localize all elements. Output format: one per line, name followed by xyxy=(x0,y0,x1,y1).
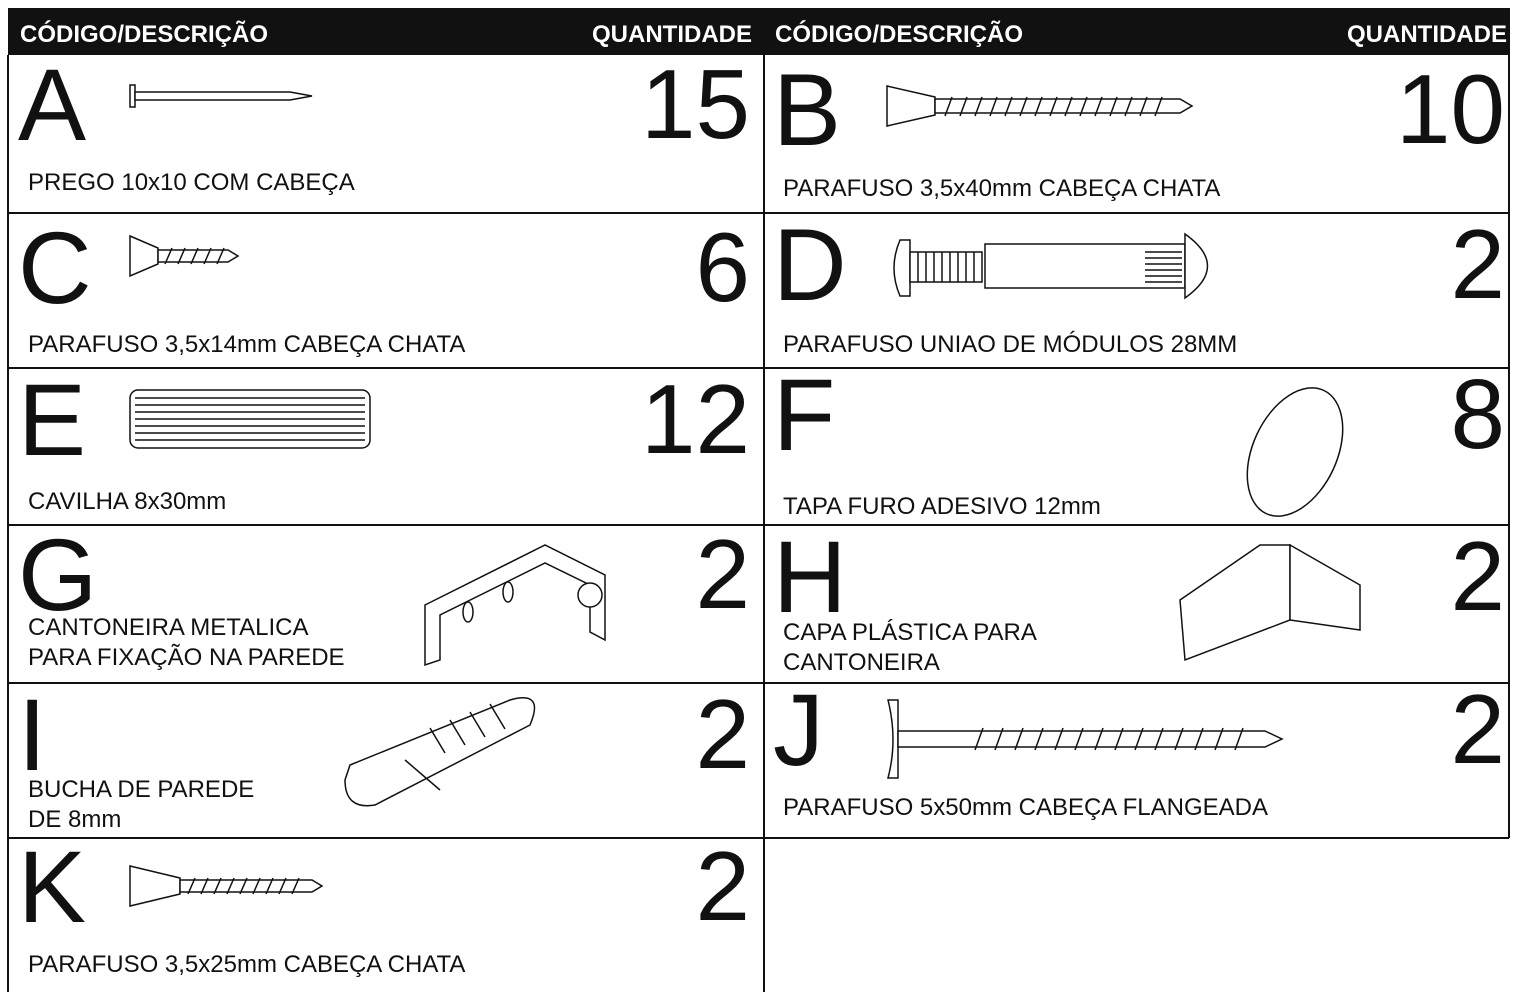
item-quantity: 2 xyxy=(695,679,750,789)
item-description: TAPA FURO ADESIVO 12mm xyxy=(783,493,1101,520)
item-description: BUCHA DE PAREDE xyxy=(28,776,254,803)
item-code: B xyxy=(773,53,841,167)
item-quantity: 6 xyxy=(695,212,750,322)
item-quantity: 2 xyxy=(695,519,750,629)
item-code: C xyxy=(18,211,92,325)
icon-screw-k xyxy=(129,865,324,907)
item-quantity: 10 xyxy=(1396,54,1505,164)
item-description: DE 8mm xyxy=(28,806,121,833)
item-quantity: 15 xyxy=(641,49,750,159)
item-quantity: 2 xyxy=(1450,521,1505,631)
icon-union-bolt xyxy=(893,232,1209,300)
item-description: PARAFUSO UNIAO DE MÓDULOS 28MM xyxy=(783,331,1237,358)
item-description: CAVILHA 8x30mm xyxy=(28,488,226,515)
column-header: QUANTIDADE xyxy=(592,21,752,48)
item-code: F xyxy=(773,358,835,472)
item-code: H xyxy=(773,520,847,634)
item-description: PARAFUSO 3,5x14mm CABEÇA CHATA xyxy=(28,331,465,358)
item-code: J xyxy=(773,673,824,787)
icon-screw-c xyxy=(129,234,240,278)
item-code: K xyxy=(18,830,86,944)
icon-screw-j xyxy=(887,699,1284,779)
item-quantity: 12 xyxy=(641,364,750,474)
icon-wall-plug xyxy=(344,697,536,807)
column-header: QUANTIDADE xyxy=(1347,21,1507,48)
item-code: G xyxy=(18,518,97,632)
header-bar xyxy=(8,8,1510,55)
item-code: A xyxy=(18,48,86,162)
item-description: PARA FIXAÇÃO NA PAREDE xyxy=(28,644,345,671)
grid xyxy=(7,55,1510,992)
icon-cover-cap xyxy=(1246,387,1344,517)
item-code: D xyxy=(773,208,847,322)
item-code: I xyxy=(18,678,46,792)
icon-bracket xyxy=(424,544,606,667)
item-description: PREGO 10x10 COM CABEÇA xyxy=(28,169,355,196)
item-description: PARAFUSO 5x50mm CABEÇA FLANGEADA xyxy=(783,794,1268,821)
item-quantity: 2 xyxy=(695,831,750,941)
column-header: CÓDIGO/DESCRIÇÃO xyxy=(775,20,1023,48)
icon-screw-b xyxy=(886,85,1194,127)
item-quantity: 8 xyxy=(1450,359,1505,469)
item-description: CANTONEIRA METALICA xyxy=(28,614,309,641)
item-quantity: 2 xyxy=(1450,209,1505,319)
item-description: CANTONEIRA xyxy=(783,649,940,676)
icon-dowel xyxy=(129,389,371,449)
column-header: CÓDIGO/DESCRIÇÃO xyxy=(20,20,268,48)
icon-nail xyxy=(129,84,313,108)
item-description: CAPA PLÁSTICA PARA xyxy=(783,619,1037,646)
item-quantity: 2 xyxy=(1450,674,1505,784)
item-description: PARAFUSO 3,5x40mm CABEÇA CHATA xyxy=(783,175,1220,202)
icon-plastic-cap xyxy=(1179,543,1361,662)
item-description: PARAFUSO 3,5x25mm CABEÇA CHATA xyxy=(28,951,465,978)
item-code: E xyxy=(18,363,86,477)
